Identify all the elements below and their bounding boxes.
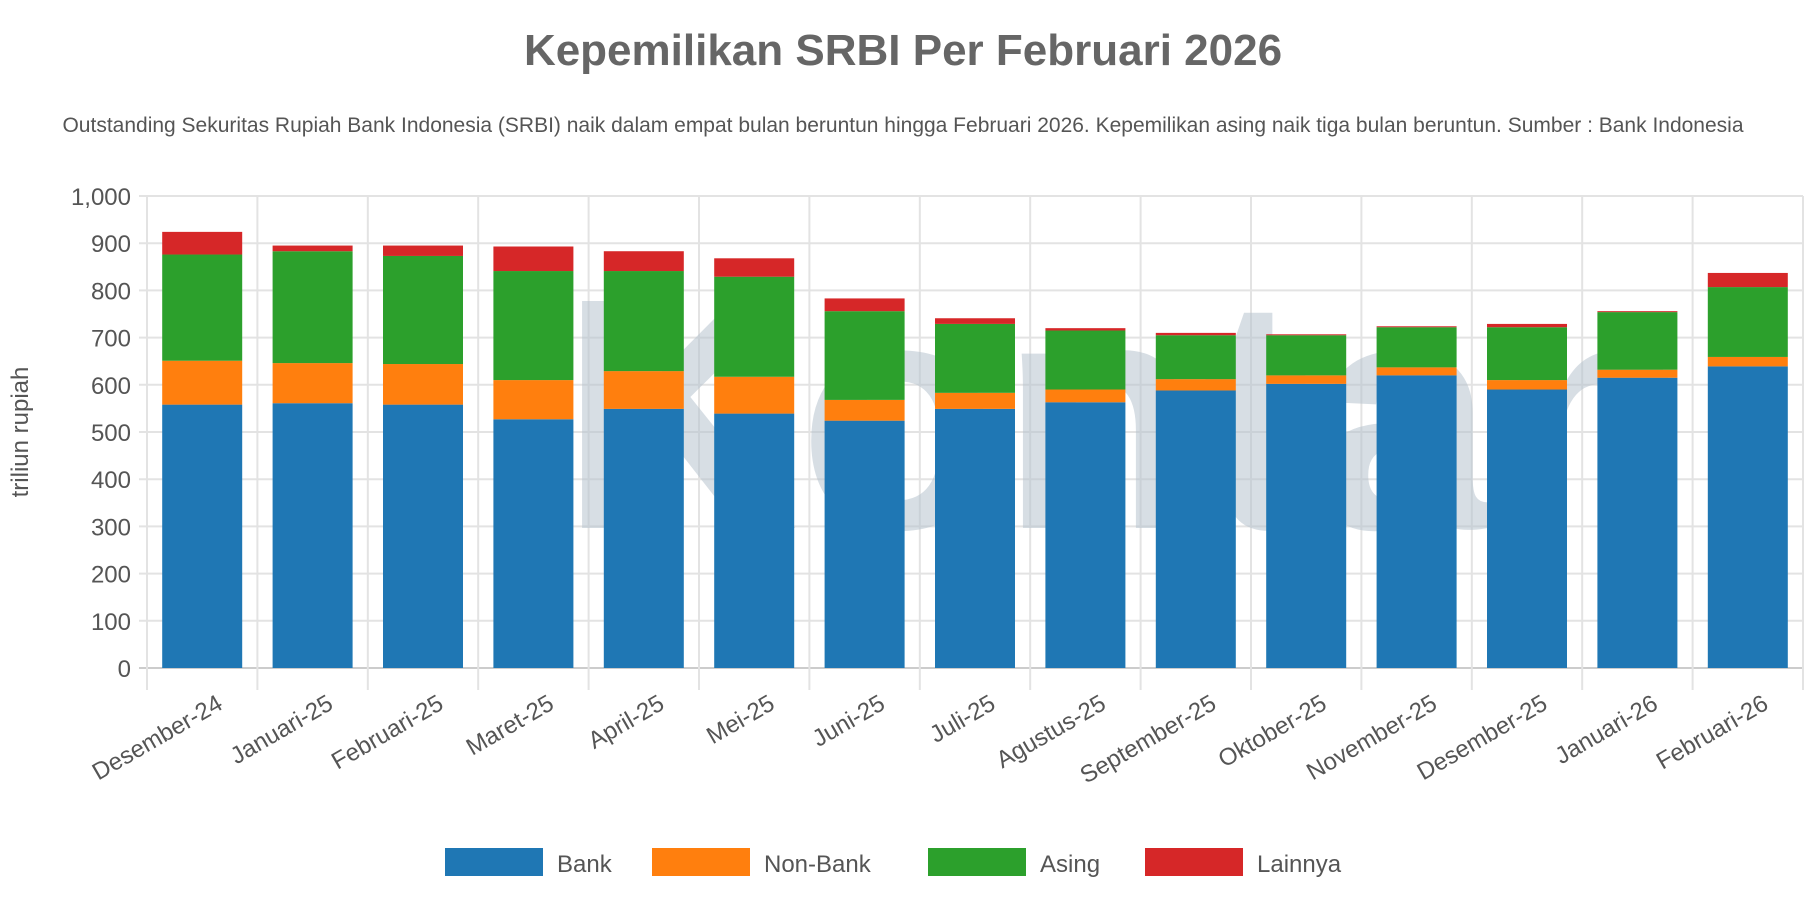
y-tick-label: 800 — [91, 278, 131, 305]
legend-label-asing: Asing — [1040, 851, 1100, 878]
y-axis-label: triliun rupiah — [7, 367, 34, 498]
bar-non-bank — [1487, 380, 1567, 390]
bar-lainnya — [383, 245, 463, 256]
bar-bank — [1155, 390, 1236, 668]
bar-lainnya — [603, 251, 684, 272]
bar-lainnya — [1597, 311, 1678, 313]
y-tick-label: 700 — [91, 326, 131, 353]
bar-lainnya — [1155, 332, 1236, 336]
bar-lainnya — [714, 258, 795, 277]
bar-bank — [603, 408, 684, 668]
x-tick-label: Januari-25 — [226, 690, 338, 770]
bar-bank — [1376, 375, 1457, 668]
bar-bank — [1707, 366, 1788, 668]
bar-non-bank — [714, 376, 795, 414]
y-tick-label: 1,000 — [71, 184, 131, 211]
x-tick-label: Desember-24 — [88, 690, 227, 786]
bar-bank — [824, 420, 905, 668]
bar-bank — [493, 419, 574, 668]
bar-asing — [493, 271, 574, 381]
bar-asing — [1487, 327, 1567, 381]
bar-bank — [1266, 383, 1347, 668]
legend-label-bank: Bank — [557, 851, 613, 878]
x-tick-label: Januari-26 — [1551, 690, 1663, 770]
bar-asing — [1045, 330, 1126, 390]
y-tick-label: 300 — [91, 514, 131, 541]
legend-swatch-lainnya — [1145, 848, 1243, 876]
x-tick-label: Februari-25 — [327, 690, 448, 775]
bar-non-bank — [162, 360, 243, 405]
bar-asing — [603, 271, 684, 372]
bar-asing — [714, 276, 795, 377]
y-tick-label: 600 — [91, 373, 131, 400]
bar-non-bank — [935, 392, 1015, 409]
legend-label-lainnya: Lainnya — [1257, 851, 1342, 878]
bar-lainnya — [162, 231, 243, 255]
bar-lainnya — [1707, 272, 1788, 288]
x-tick-label: Mei-25 — [702, 690, 779, 750]
x-tick-label: Februari-26 — [1652, 690, 1773, 775]
bar-bank — [714, 413, 795, 668]
bar-non-bank — [1266, 375, 1347, 384]
bar-non-bank — [383, 364, 463, 405]
bar-non-bank — [824, 399, 905, 421]
bar-bank — [1597, 377, 1678, 668]
x-tick-label: April-25 — [584, 690, 669, 755]
bar-non-bank — [1597, 369, 1678, 378]
bar-non-bank — [272, 363, 353, 404]
bar-asing — [1597, 312, 1678, 370]
bar-asing — [935, 323, 1015, 393]
bar-non-bank — [603, 371, 684, 409]
bar-lainnya — [1045, 328, 1126, 331]
bar-asing — [272, 251, 353, 364]
bar-lainnya — [1266, 334, 1347, 336]
y-tick-label: 400 — [91, 467, 131, 494]
bar-non-bank — [1155, 379, 1236, 391]
x-tick-label: Maret-25 — [462, 690, 559, 761]
bar-asing — [824, 311, 905, 400]
legend-swatch-bank — [445, 848, 543, 876]
bar-asing — [1707, 287, 1788, 357]
bar-lainnya — [272, 245, 353, 252]
bar-lainnya — [1487, 323, 1567, 328]
bar-lainnya — [1376, 326, 1457, 328]
bar-non-bank — [1045, 389, 1126, 403]
y-tick-label: 0 — [118, 656, 131, 683]
y-tick-label: 100 — [91, 609, 131, 636]
bar-bank — [162, 404, 243, 668]
bar-non-bank — [1376, 367, 1457, 376]
legend-swatch-asing — [928, 848, 1026, 876]
y-tick-label: 500 — [91, 420, 131, 447]
bar-asing — [1155, 335, 1236, 380]
chart-subtitle: Outstanding Sekuritas Rupiah Bank Indone… — [62, 114, 1744, 137]
bar-asing — [162, 254, 243, 361]
legend-label-non-bank: Non-Bank — [764, 851, 872, 878]
y-tick-label: 900 — [91, 231, 131, 258]
bar-lainnya — [824, 298, 905, 312]
bar-bank — [1045, 402, 1126, 668]
chart-title: Kepemilikan SRBI Per Februari 2026 — [523, 26, 1283, 75]
bar-non-bank — [1707, 356, 1788, 367]
bar-bank — [383, 404, 463, 668]
bar-lainnya — [493, 246, 574, 272]
bar-bank — [935, 408, 1015, 668]
bar-asing — [1266, 335, 1347, 376]
y-tick-label: 200 — [91, 562, 131, 589]
legend-swatch-non-bank — [652, 848, 750, 876]
x-tick-label: Juli-25 — [925, 690, 1000, 749]
bar-lainnya — [935, 318, 1015, 324]
bar-non-bank — [493, 380, 574, 420]
bar-bank — [272, 403, 353, 668]
x-tick-label: Juni-25 — [808, 690, 890, 753]
bar-asing — [1376, 327, 1457, 368]
bar-asing — [383, 255, 463, 365]
bar-bank — [1487, 389, 1567, 668]
